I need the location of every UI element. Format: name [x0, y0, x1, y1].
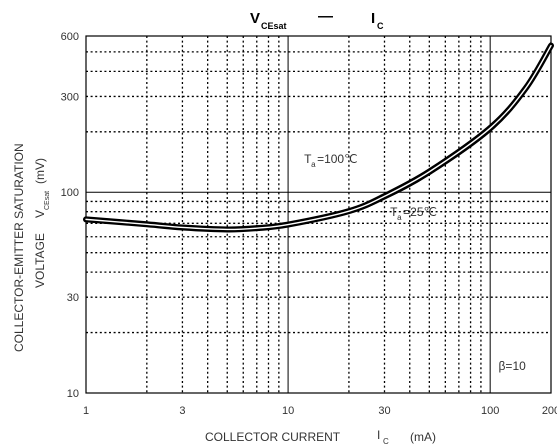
plot-frame: [85, 35, 552, 394]
y-tick-label: 100: [61, 187, 79, 199]
xlabel-i: I: [377, 428, 380, 442]
annotation-t: T: [304, 152, 312, 166]
x-axis-label: COLLECTOR CURRENT I C (mA): [205, 428, 436, 446]
annotation-subscript: a: [397, 213, 402, 222]
x-tick-label: 30: [378, 405, 390, 417]
ylabel-line1: COLLECTOR-EMITTER SATURATION: [12, 143, 26, 352]
title-v-subscript: CEsat: [261, 21, 287, 31]
major-grid: [86, 36, 551, 393]
title-dash: —: [318, 8, 333, 25]
curve-ta-100: [85, 42, 552, 230]
x-tick-label: 200: [542, 405, 557, 417]
xlabel-text: COLLECTOR CURRENT: [205, 430, 341, 444]
annotation-value: =25℃: [403, 205, 437, 219]
title-v: V: [250, 10, 260, 27]
y-tick-label: 10: [67, 388, 79, 400]
x-tick-label: 1: [83, 405, 89, 417]
y-axis-label: COLLECTOR-EMITTER SATURATION: [12, 143, 26, 352]
chart-title: V CEsat — I C: [250, 8, 384, 31]
ylabel-line2: VOLTAGE: [33, 233, 47, 288]
xlabel-unit: (mA): [410, 430, 436, 444]
x-tick-labels: 1 3 10 30 100 200: [83, 405, 557, 417]
y-tick-labels: 10 30 100 300 600: [61, 31, 79, 400]
y-tick-label: 30: [67, 292, 79, 304]
ylabel-unit: (mV): [33, 158, 47, 184]
title-i: I: [371, 10, 375, 27]
annotation-value: =100℃: [317, 152, 358, 166]
curves: [83, 42, 554, 233]
xlabel-i-subscript: C: [383, 437, 389, 446]
annotation-subscript: a: [311, 160, 316, 169]
y-tick-label: 600: [61, 31, 79, 43]
x-tick-label: 100: [481, 405, 499, 417]
ylabel-v-subscript: CEsat: [44, 191, 51, 210]
minor-grid: [86, 36, 551, 393]
x-tick-label: 3: [179, 405, 185, 417]
y-tick-label: 300: [61, 91, 79, 103]
y-axis-label-2: VOLTAGE V CEsat (mV): [33, 158, 51, 288]
title-i-subscript: C: [377, 21, 384, 31]
annotation-t: T: [390, 205, 398, 219]
curve-band-gap: [85, 44, 552, 231]
beta-annotation: β=10: [499, 359, 527, 373]
ylabel-v: V: [33, 210, 47, 218]
curve-ta-25: [85, 47, 552, 232]
x-tick-label: 10: [282, 405, 294, 417]
